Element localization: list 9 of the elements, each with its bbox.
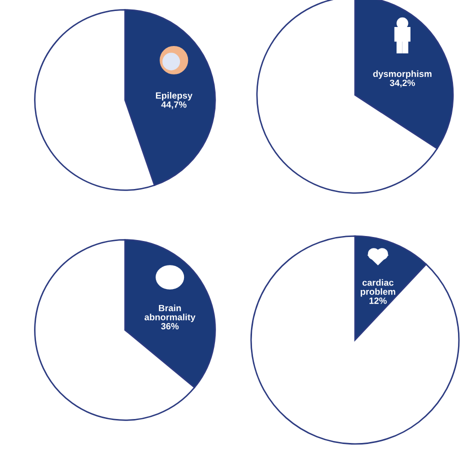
data-label: 44,7% [161,101,186,110]
slice-label: Epilepsy [156,92,192,100]
slice-label: Brain abnormality [144,304,196,322]
data-label: 36% [161,323,179,330]
pie-slice [250,235,460,445]
slice-label: dysmorphism [373,70,432,79]
data-label: 12% [369,298,387,304]
data-label: 34,2% [390,80,415,88]
slice-label: cardiac problem [360,279,396,297]
